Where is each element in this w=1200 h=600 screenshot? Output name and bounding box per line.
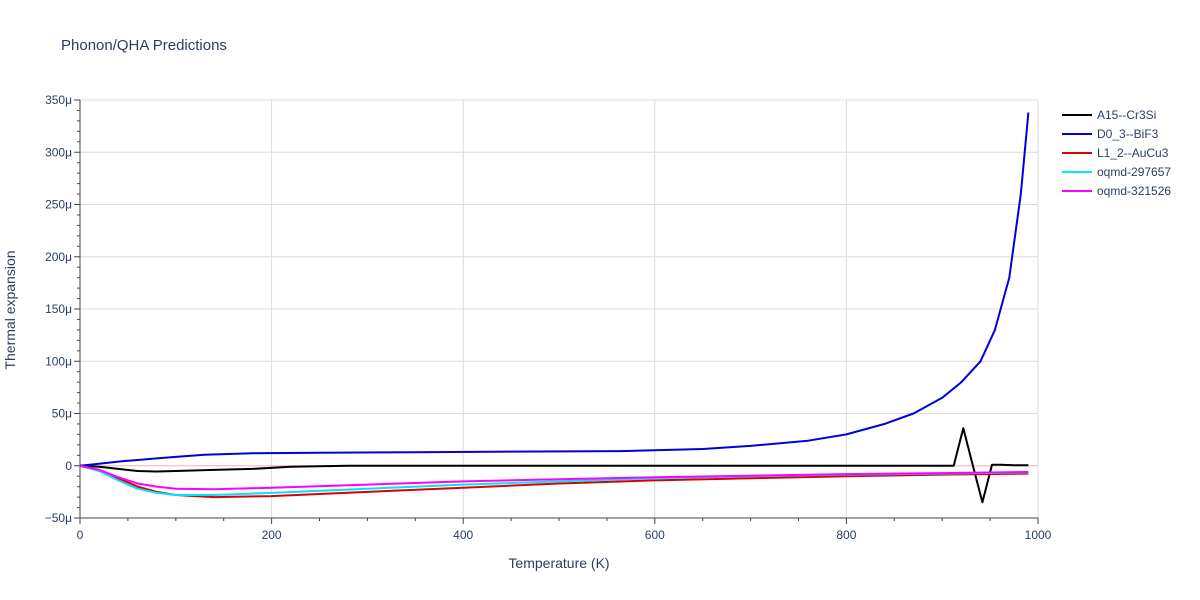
y-tick-label: 200μ — [45, 250, 72, 264]
y-tick-label: 0 — [65, 459, 72, 473]
y-tick-label: 50μ — [52, 407, 72, 421]
legend-item[interactable]: D0_3--BiF3 — [1062, 127, 1159, 141]
x-tick-label: 400 — [453, 528, 473, 542]
x-tick-label: 200 — [262, 528, 282, 542]
y-tick-label: 350μ — [45, 93, 72, 107]
x-tick-label: 1000 — [1025, 528, 1052, 542]
legend-item[interactable]: L1_2--AuCu3 — [1062, 146, 1169, 160]
y-tick-label: 250μ — [45, 198, 72, 212]
legend-label: D0_3--BiF3 — [1097, 127, 1159, 141]
y-tick-label: 300μ — [45, 145, 72, 159]
legend[interactable]: A15--Cr3Si D0_3--BiF3 L1_2--AuCu3 oqmd-2976… — [1062, 108, 1171, 198]
y-axis-title: Thermal expansion — [2, 250, 18, 369]
x-tick-label: 800 — [836, 528, 856, 542]
legend-item[interactable]: A15--Cr3Si — [1062, 108, 1156, 122]
plot-area — [79, 112, 1030, 504]
legend-item[interactable]: oqmd-297657 — [1062, 165, 1171, 179]
series-line-D0_3--BiF3 — [79, 112, 1030, 467]
y-tick-label: 100μ — [45, 354, 72, 368]
axes: 0 200 400 600 800 1000 −50μ 0 50μ 100μ 150μ 200μ 250… — [45, 93, 1052, 542]
x-axis-title: Temperature (K) — [508, 555, 609, 571]
legend-label: oqmd-297657 — [1097, 165, 1171, 179]
series-line-oqmd-321526 — [79, 464, 1029, 491]
legend-label: L1_2--AuCu3 — [1097, 146, 1169, 160]
x-tick-label: 0 — [77, 528, 84, 542]
legend-label: oqmd-321526 — [1097, 184, 1171, 198]
x-tick-label: 600 — [645, 528, 665, 542]
y-tick-label: 150μ — [45, 302, 72, 316]
series-line-L1_2--AuCu3 — [79, 464, 1029, 499]
legend-label: A15--Cr3Si — [1097, 108, 1156, 122]
grid — [80, 99, 1039, 519]
y-tick-label: −50μ — [45, 511, 72, 525]
series-line-A15--Cr3Si — [79, 427, 1029, 504]
chart-title: Phonon/QHA Predictions — [61, 37, 227, 54]
legend-item[interactable]: oqmd-321526 — [1062, 184, 1171, 198]
